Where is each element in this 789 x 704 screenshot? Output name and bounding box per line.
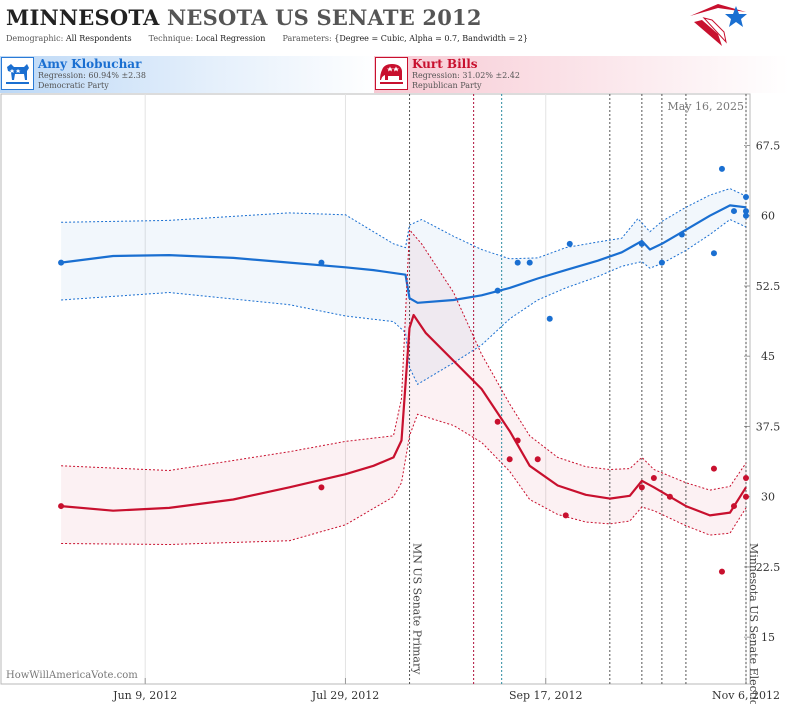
y-tick-label: 37.5 <box>756 420 781 433</box>
poll-point <box>742 493 749 500</box>
poll-point <box>730 503 737 510</box>
confidence-band <box>61 229 747 545</box>
poll-point <box>742 212 749 219</box>
poll-point <box>658 259 665 266</box>
demographic-value: All Respondents <box>65 34 132 43</box>
y-tick-label: 30 <box>761 491 775 504</box>
poll-point <box>318 484 325 491</box>
title-race: NESOTA US SENATE 2012 <box>167 5 482 30</box>
confidence-band <box>61 188 747 385</box>
candidate-regression: Regression: 60.94% ±2.38 <box>38 71 146 80</box>
x-tick-label: Jul 29, 2012 <box>311 689 380 702</box>
poll-point <box>718 568 725 575</box>
poll-point <box>710 250 717 257</box>
chart-date: May 16, 2025 <box>667 100 744 113</box>
star-logo-icon <box>690 4 747 46</box>
x-tick-label: Jun 9, 2012 <box>112 689 177 702</box>
elephant-icon <box>375 57 408 90</box>
y-tick-label: 52.5 <box>756 280 781 293</box>
poll-point <box>742 208 749 215</box>
donkey-icon <box>1 57 34 90</box>
trend-line <box>61 313 747 517</box>
poll-point <box>638 240 645 247</box>
parameters-value: {Degree = Cubic, Alpha = 0.7, Bandwidth … <box>334 34 528 43</box>
poll-point <box>562 512 569 519</box>
candidate-party: Democratic Party <box>38 81 109 90</box>
poll-point <box>534 456 541 463</box>
poll-point <box>638 484 645 491</box>
poll-point <box>514 437 521 444</box>
poll-point <box>58 503 65 510</box>
poll-point <box>678 231 685 238</box>
candidate-card-klobuchar: Amy Klobuchar Regression: 60.94% ±2.38 D… <box>0 56 380 93</box>
candidate-name: Amy Klobuchar <box>38 57 142 71</box>
event-label: MN US Senate Primary <box>411 543 424 675</box>
poll-point <box>730 208 737 215</box>
poll-point <box>710 465 717 472</box>
poll-point <box>742 194 749 201</box>
y-tick-label: 45 <box>761 350 775 363</box>
upper-bound-line <box>61 228 747 491</box>
candidate-party: Republican Party <box>412 81 482 90</box>
poll-point <box>494 418 501 425</box>
lower-bound-line <box>61 413 747 546</box>
plot-frame <box>0 93 751 685</box>
demographic-label: Demographic: <box>6 34 64 43</box>
y-tick-label: 22.5 <box>756 561 781 574</box>
page-title: MINNESOTA NESOTA US SENATE 2012 <box>6 5 482 30</box>
candidate-regression: Regression: 31.02% ±2.42 <box>412 71 520 80</box>
parameters-line: Demographic: All Respondents Technique: … <box>6 34 528 43</box>
poll-point <box>566 240 573 247</box>
y-tick-label: 67.5 <box>756 140 781 153</box>
technique-value: Local Regression <box>195 34 266 43</box>
event-label: Minnesota US Senate Election <box>747 543 760 704</box>
lower-bound-line <box>61 218 747 386</box>
poll-point <box>526 259 533 266</box>
poll-point <box>514 259 521 266</box>
poll-point <box>58 259 65 266</box>
candidate-card-bills: Kurt Bills Regression: 31.02% ±2.42 Repu… <box>374 56 789 93</box>
poll-point <box>546 315 553 322</box>
x-tick-label: Sep 17, 2012 <box>509 689 583 702</box>
upper-bound-line <box>61 188 747 260</box>
poll-point <box>718 165 725 172</box>
poll-point <box>650 474 657 481</box>
technique-label: Technique: <box>148 34 194 43</box>
parameters-label: Parameters: <box>282 34 332 43</box>
site-credit: HowWillAmericaVote.com <box>6 670 138 681</box>
poll-point <box>494 287 501 294</box>
poll-point <box>666 493 673 500</box>
poll-point <box>318 259 325 266</box>
title-state: MINNESOTA <box>6 5 160 30</box>
x-tick-label: Nov 6, 2012 <box>712 689 780 702</box>
y-tick-label: 60 <box>761 210 775 223</box>
candidate-name: Kurt Bills <box>412 57 478 71</box>
y-tick-label: 15 <box>761 631 775 644</box>
poll-point <box>506 456 513 463</box>
poll-point <box>742 474 749 481</box>
